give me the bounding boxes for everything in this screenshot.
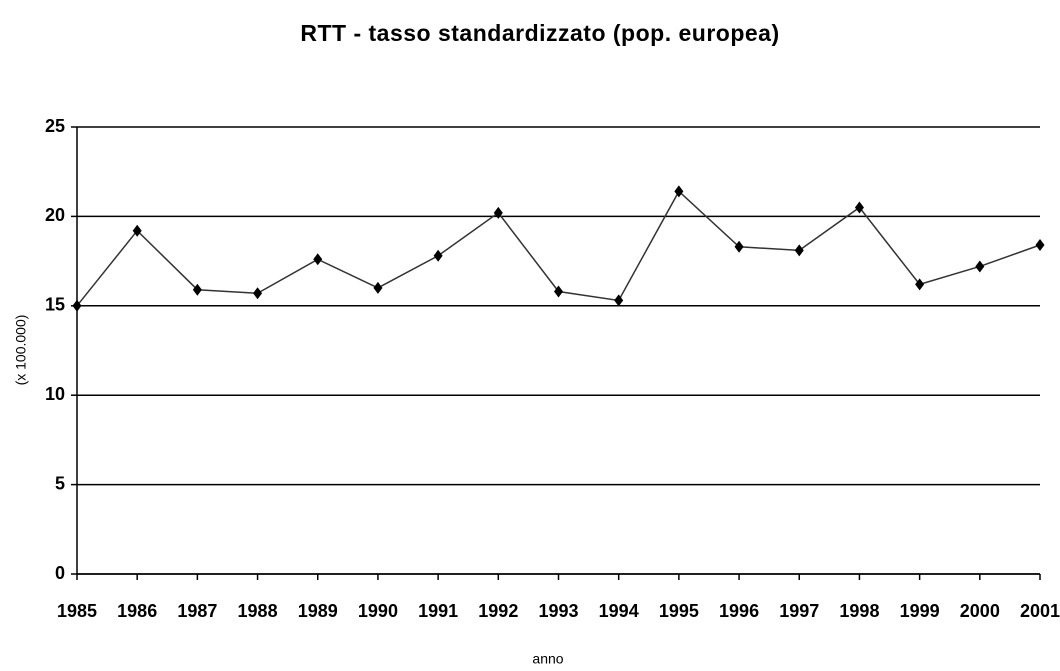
data-marker (734, 240, 744, 253)
x-tick-label: 2000 (960, 601, 1000, 621)
y-tick-label: 5 (55, 473, 65, 493)
x-tick-label: 2001 (1020, 601, 1060, 621)
y-tick-label: 25 (45, 116, 65, 136)
data-marker (72, 299, 82, 312)
data-marker (794, 244, 804, 257)
x-tick-label: 1997 (779, 601, 819, 621)
x-axis-label: anno (532, 651, 563, 667)
data-marker (132, 224, 142, 237)
x-tick-label: 1987 (177, 601, 217, 621)
x-tick-label: 1998 (839, 601, 879, 621)
data-marker (854, 201, 864, 214)
data-marker (313, 253, 323, 266)
data-marker (975, 260, 985, 273)
x-tick-label: 1986 (117, 601, 157, 621)
chart-title: RTT - tasso standardizzato (pop. europea… (300, 20, 779, 46)
data-marker (915, 278, 925, 291)
x-tick-label: 1993 (538, 601, 578, 621)
x-tick-label: 1999 (900, 601, 940, 621)
data-marker (674, 185, 684, 198)
y-tick-label: 10 (45, 384, 65, 404)
y-tick-label: 20 (45, 205, 65, 225)
data-marker (614, 294, 624, 307)
x-tick-label: 1989 (298, 601, 338, 621)
y-tick-label: 15 (45, 295, 65, 315)
data-marker (253, 287, 263, 300)
x-tick-label: 1985 (57, 601, 97, 621)
x-tick-label: 1990 (358, 601, 398, 621)
data-marker (373, 281, 383, 294)
x-tick-label: 1996 (719, 601, 759, 621)
data-marker (1035, 239, 1045, 252)
x-tick-label: 1995 (659, 601, 699, 621)
x-tick-label: 1988 (238, 601, 278, 621)
y-axis-label: (x 100.000) (13, 315, 29, 386)
data-marker (554, 285, 563, 298)
x-tick-label: 1991 (418, 601, 458, 621)
y-tick-label: 0 (55, 563, 65, 583)
x-tick-label: 1994 (599, 601, 639, 621)
data-marker (433, 249, 443, 262)
data-marker (192, 283, 202, 296)
data-marker (493, 206, 503, 219)
x-tick-label: 1992 (478, 601, 518, 621)
